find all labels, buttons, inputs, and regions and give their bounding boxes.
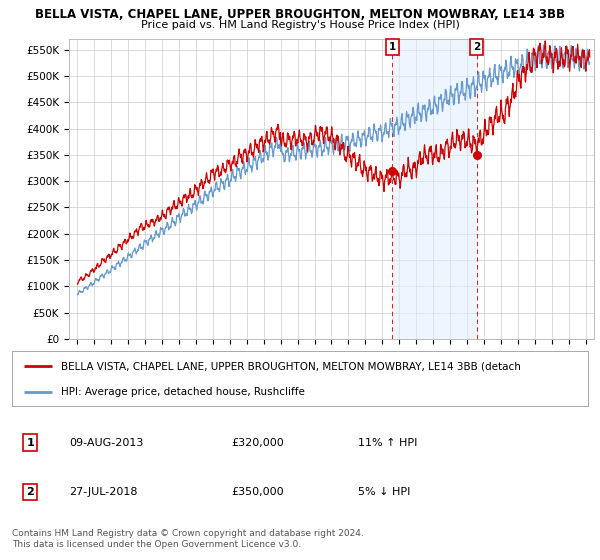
Text: BELLA VISTA, CHAPEL LANE, UPPER BROUGHTON, MELTON MOWBRAY, LE14 3BB: BELLA VISTA, CHAPEL LANE, UPPER BROUGHTO… <box>35 8 565 21</box>
Text: Contains HM Land Registry data © Crown copyright and database right 2024.
This d: Contains HM Land Registry data © Crown c… <box>12 529 364 549</box>
Text: 1: 1 <box>26 437 34 447</box>
Text: BELLA VISTA, CHAPEL LANE, UPPER BROUGHTON, MELTON MOWBRAY, LE14 3BB (detach: BELLA VISTA, CHAPEL LANE, UPPER BROUGHTO… <box>61 362 521 371</box>
Text: HPI: Average price, detached house, Rushcliffe: HPI: Average price, detached house, Rush… <box>61 388 305 397</box>
Text: 09-AUG-2013: 09-AUG-2013 <box>70 437 144 447</box>
Text: £320,000: £320,000 <box>231 437 284 447</box>
Text: Price paid vs. HM Land Registry's House Price Index (HPI): Price paid vs. HM Land Registry's House … <box>140 20 460 30</box>
Text: £350,000: £350,000 <box>231 487 284 497</box>
Text: 11% ↑ HPI: 11% ↑ HPI <box>358 437 417 447</box>
Text: 2: 2 <box>473 42 480 52</box>
Text: 2: 2 <box>26 487 34 497</box>
Text: 5% ↓ HPI: 5% ↓ HPI <box>358 487 410 497</box>
Text: 1: 1 <box>389 42 396 52</box>
Text: 27-JUL-2018: 27-JUL-2018 <box>70 487 138 497</box>
